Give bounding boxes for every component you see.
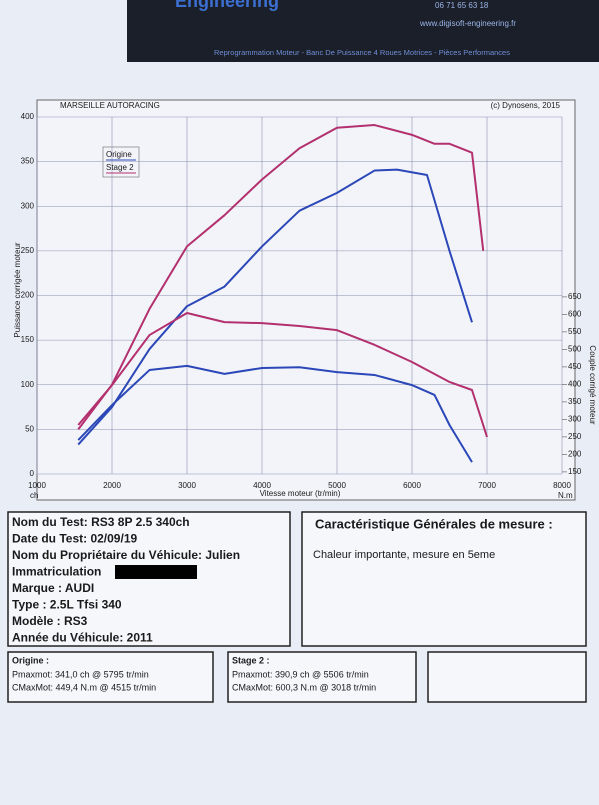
website: www.digisoft-engineering.fr xyxy=(419,19,516,28)
info-line: Immatriculation xyxy=(12,565,101,579)
x-tick-label: 3000 xyxy=(178,481,196,490)
conditions-box xyxy=(301,511,587,647)
x-tick-label: 1000 xyxy=(28,481,46,490)
y2-tick-label: 500 xyxy=(568,345,582,354)
x-tick-label: 4000 xyxy=(253,481,271,490)
origine-title: Origine : xyxy=(12,655,49,665)
y-tick-label: 200 xyxy=(21,291,35,300)
series-line: Origine xyxy=(77,364,473,463)
phone: 06 71 65 63 18 xyxy=(435,1,489,10)
y2-axis-label: Couple corrigé moteur xyxy=(588,345,597,424)
y-tick-label: 100 xyxy=(21,380,35,389)
legend-box xyxy=(102,146,140,178)
y2-tick-label: 350 xyxy=(568,397,582,406)
y2-tick-label: 150 xyxy=(568,467,582,476)
redaction xyxy=(115,565,197,579)
conditions-title: Caractéristique Générales de mesure : xyxy=(315,516,553,531)
legend-entry: Origine xyxy=(106,150,132,159)
x-tick-label: 7000 xyxy=(478,481,496,490)
header-band xyxy=(127,0,599,62)
y-tick-label: 350 xyxy=(21,157,35,166)
origine-power: Pmaxmot: 341,0 ch @ 5795 tr/min xyxy=(12,669,149,679)
y2-tick-label: 550 xyxy=(568,327,582,336)
stage2-box xyxy=(227,651,417,703)
x-tick-label: 5000 xyxy=(328,481,346,490)
series-line: Stage 2 xyxy=(77,124,485,430)
stage2-title: Stage 2 : xyxy=(232,655,270,665)
chart-title: MARSEILLE AUTORACING xyxy=(60,101,160,110)
y2-tick-label: 250 xyxy=(568,432,582,441)
y-tick-label: 0 xyxy=(30,469,35,478)
info-line: Modèle : RS3 xyxy=(12,614,88,628)
info-line: Type : 2.5L Tfsi 340 xyxy=(12,598,122,612)
y2-tick-label: 450 xyxy=(568,362,582,371)
legend-entry: Stage 2 xyxy=(106,163,134,172)
info-line: Nom du Test: RS3 8P 2.5 340ch xyxy=(12,515,190,529)
x-tick-label: 6000 xyxy=(403,481,421,490)
y-tick-label: 150 xyxy=(21,335,35,344)
y-unit: ch xyxy=(30,491,38,500)
y2-tick-label: 600 xyxy=(568,310,582,319)
y-axis-label: Puissance corrigée moteur xyxy=(13,242,22,337)
stage2-torque: CMaxMot: 600,3 N.m @ 3018 tr/min xyxy=(232,682,376,692)
y-tick-label: 50 xyxy=(25,424,34,433)
y2-tick-label: 650 xyxy=(568,292,582,301)
chart-subtitle: (c) Dynosens, 2015 xyxy=(491,101,561,110)
series-line: Origine xyxy=(77,168,473,446)
tagline: Reprogrammation Moteur - Banc De Puissan… xyxy=(214,48,510,57)
origine-torque: CMaxMot: 449,4 N.m @ 4515 tr/min xyxy=(12,682,156,692)
y2-tick-label: 200 xyxy=(568,450,582,459)
info-line: Date du Test: 02/09/19 xyxy=(12,532,137,546)
origine-box xyxy=(7,651,214,703)
y2-unit: N.m xyxy=(558,491,573,500)
info-line: Année du Véhicule: 2011 xyxy=(12,631,153,645)
y-tick-label: 250 xyxy=(21,246,35,255)
info-line: Marque : AUDI xyxy=(12,581,94,595)
y-tick-label: 400 xyxy=(21,112,35,121)
brand: Engineering xyxy=(175,0,279,11)
stage2-power: Pmaxmot: 390,9 ch @ 5506 tr/min xyxy=(232,669,369,679)
info-line: Nom du Propriétaire du Véhicule: Julien xyxy=(12,548,240,562)
x-axis-label: Vitesse moteur (tr/min) xyxy=(260,489,341,498)
x-tick-label: 2000 xyxy=(103,481,121,490)
x-tick-label: 8000 xyxy=(553,481,571,490)
series-line: Stage 2 xyxy=(77,312,488,438)
y-tick-label: 300 xyxy=(21,201,35,210)
y2-tick-label: 400 xyxy=(568,380,582,389)
empty-box xyxy=(427,651,587,703)
conditions: Chaleur importante, mesure en 5eme xyxy=(313,549,495,561)
y2-tick-label: 300 xyxy=(568,415,582,424)
